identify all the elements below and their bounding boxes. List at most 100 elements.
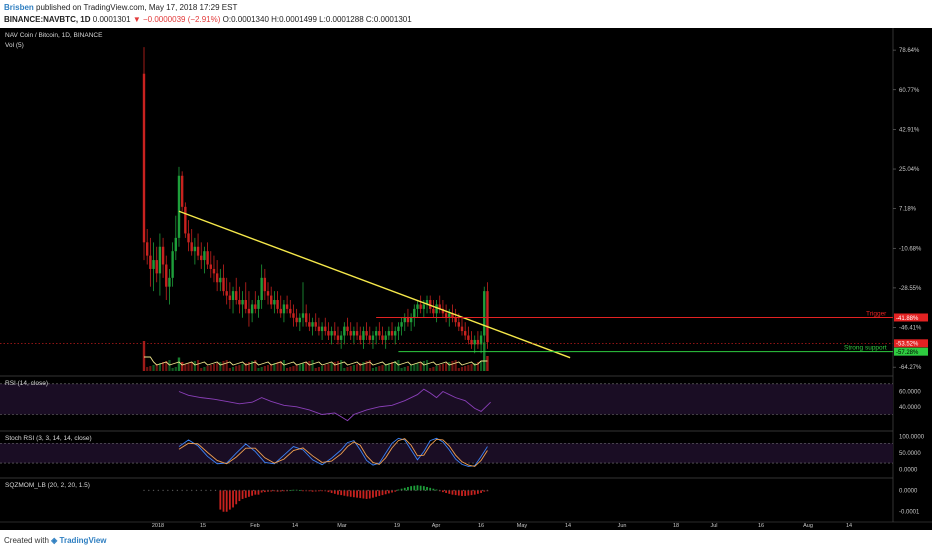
- candle-body: [244, 300, 247, 309]
- volume-bar: [212, 364, 216, 371]
- squeeze-dot: [305, 489, 307, 492]
- volume-bar: [460, 367, 464, 371]
- candle-body: [463, 331, 467, 336]
- candle-body: [171, 251, 174, 278]
- rsi-band: [0, 383, 893, 415]
- momentum-bar: [321, 490, 323, 492]
- volume-bar: [378, 366, 381, 371]
- squeeze-dot: [233, 489, 236, 492]
- volume-bar: [457, 368, 460, 371]
- candle-body: [378, 331, 381, 336]
- candle-body: [257, 300, 260, 309]
- candle-body: [200, 255, 203, 261]
- volume-bar: [451, 361, 454, 371]
- momentum-bar: [451, 490, 454, 495]
- candle-body: [317, 326, 321, 332]
- momentum-bar: [289, 489, 292, 491]
- momentum-bar: [384, 490, 387, 495]
- candle-body: [355, 331, 359, 336]
- volume-bar: [410, 365, 413, 371]
- volume-bar: [282, 360, 286, 371]
- volume-bar: [216, 363, 219, 371]
- chart-svg[interactable]: NAV Coin / Bitcoin, 1D, BINANCE Vol (5) 78…: [0, 28, 932, 530]
- squeeze-dot: [243, 489, 245, 492]
- tradingview-brand[interactable]: TradingView: [59, 536, 107, 545]
- volume-bar: [324, 365, 327, 371]
- volume-bar: [209, 365, 212, 371]
- squeeze-dot: [367, 489, 369, 492]
- momentum-bar: [407, 486, 409, 491]
- squeeze-dot: [295, 489, 298, 492]
- volume-bar: [301, 363, 305, 371]
- volume-bar: [419, 362, 422, 371]
- candle-body: [400, 322, 403, 327]
- candle-body: [394, 331, 397, 336]
- volume-bar: [454, 360, 457, 371]
- support-label: Strong support: [844, 345, 887, 352]
- volume-bar: [445, 363, 448, 371]
- volume-bar: [406, 366, 410, 371]
- candle-body: [403, 317, 406, 323]
- x-tick-label: 16: [478, 523, 484, 529]
- momentum-bar: [477, 490, 479, 494]
- volume-bar: [320, 366, 324, 371]
- momentum-bar: [228, 490, 231, 510]
- stoch-y-label: 50.0000: [899, 451, 921, 457]
- candle-body: [238, 300, 241, 305]
- candle-body: [295, 317, 298, 323]
- stoch-y-label: 0.0000: [899, 468, 918, 474]
- squeeze-dot: [219, 489, 222, 492]
- candle-body: [209, 264, 212, 269]
- author-name[interactable]: Brisben: [4, 3, 34, 12]
- y-tick-label: -10.68%: [899, 246, 922, 252]
- chart-area[interactable]: NAV Coin / Bitcoin, 1D, BINANCE Vol (5) 78…: [0, 28, 932, 530]
- volume-bar: [158, 363, 161, 371]
- y-tick-label: 25.04%: [899, 167, 920, 173]
- momentum-bar: [426, 486, 428, 491]
- momentum-bar: [241, 490, 244, 499]
- momentum-bar: [343, 490, 346, 496]
- volume-bar: [273, 363, 276, 371]
- volume-bar: [305, 362, 308, 371]
- candle-body: [419, 304, 422, 309]
- y-tick-label: 78.64%: [899, 48, 920, 54]
- squeeze-dot: [486, 489, 489, 492]
- x-tick-label: 18: [673, 523, 679, 529]
- volume-bar: [311, 360, 314, 371]
- volume-bar: [263, 366, 266, 371]
- candle-body: [254, 304, 257, 309]
- volume-bar: [387, 363, 390, 371]
- candle-body: [158, 246, 162, 274]
- volume-ma-line: [144, 356, 488, 366]
- momentum-bar: [445, 490, 447, 493]
- volume-bar: [308, 361, 311, 371]
- sqzmom-y-label: -0.0001: [899, 510, 920, 516]
- momentum-bar: [378, 490, 381, 496]
- candle-body: [362, 331, 365, 340]
- candle-body: [193, 246, 197, 252]
- volume-bar: [352, 365, 355, 371]
- stoch-title: Stoch RSI (3, 3, 14, 14, close): [5, 435, 92, 442]
- trigger-label: Trigger: [866, 310, 887, 317]
- candle-body: [145, 242, 149, 256]
- momentum-bar: [362, 490, 365, 499]
- squeeze-dot: [148, 489, 150, 492]
- last-price: 0.0001301: [92, 15, 131, 24]
- momentum-bar: [356, 490, 358, 498]
- squeeze-dot: [415, 489, 417, 492]
- squeeze-dot: [286, 489, 288, 492]
- momentum-bar: [254, 490, 257, 495]
- volume-bar: [244, 363, 247, 371]
- momentum-bar: [480, 490, 482, 493]
- sqzmom-title: SQZMOM_LB (20, 2, 20, 1.5): [5, 482, 90, 489]
- momentum-bar: [352, 490, 355, 498]
- momentum-bar: [457, 490, 460, 496]
- y-tick-label: 60.77%: [899, 88, 920, 94]
- candle-body: [266, 291, 270, 296]
- candle-body: [187, 233, 190, 243]
- volume-bar: [346, 367, 349, 371]
- candle-body: [409, 317, 413, 323]
- candle-body: [476, 339, 480, 345]
- candle-body: [304, 313, 308, 323]
- volume-bar: [413, 364, 416, 371]
